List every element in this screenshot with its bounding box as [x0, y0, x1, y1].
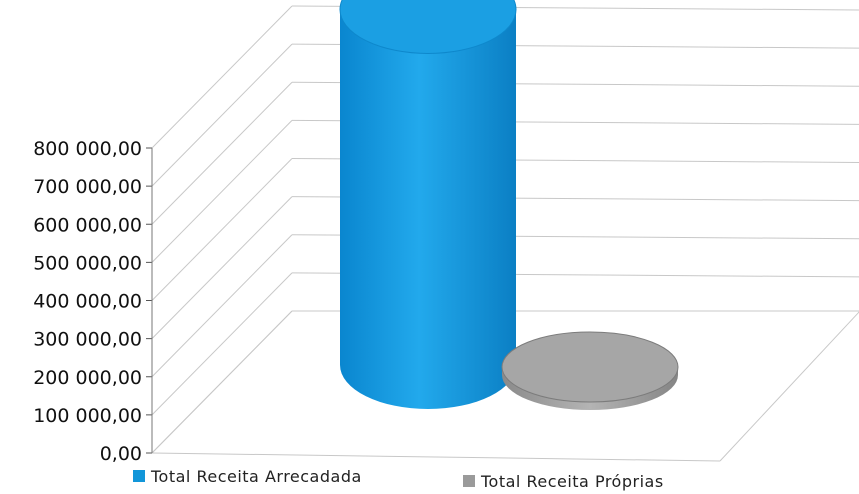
bar-0	[339, 0, 517, 409]
gridline-side	[151, 272, 293, 416]
bar-body	[340, 9, 516, 409]
legend-label: Total Receita Próprias	[480, 472, 664, 491]
floor-front-edge	[151, 452, 721, 462]
y-tick-label: 700 000,00	[33, 176, 142, 198]
y-tick-label: 200 000,00	[33, 367, 142, 389]
gridline-side	[151, 234, 293, 378]
gridline-side	[151, 120, 293, 263]
legend: Total Receita Arrecadada Total Receita Pr…	[133, 467, 664, 491]
y-tick-label: 500 000,00	[33, 252, 142, 274]
y-tick-label: 300 000,00	[33, 329, 142, 351]
gridline-side	[151, 43, 293, 187]
y-tick-label: 400 000,00	[33, 291, 142, 313]
gridline-side	[151, 5, 293, 149]
gridline-side	[151, 158, 293, 301]
bars	[339, 0, 679, 410]
gridline-side	[151, 196, 293, 339]
bar-top	[501, 331, 679, 403]
y-tick-label: 600 000,00	[33, 214, 142, 236]
legend-swatch	[133, 470, 145, 482]
legend-label: Total Receita Arrecadada	[150, 467, 362, 486]
legend-item-0: Total Receita Arrecadada	[133, 467, 362, 486]
y-tick-label: 800 000,00	[33, 138, 142, 160]
floor-right-edge	[719, 311, 859, 462]
gridline-side	[151, 81, 293, 225]
y-tick-label: 100 000,00	[33, 405, 142, 427]
bar-1	[501, 331, 679, 410]
legend-swatch	[463, 475, 475, 487]
y-axis: 0,00 100 000,00 200 000,00 300 000,00 400 00…	[33, 138, 153, 465]
bar-top	[339, 0, 517, 54]
y-tick-label: 0,00	[100, 443, 142, 465]
gridline-side	[151, 310, 293, 454]
legend-item-1: Total Receita Próprias	[463, 472, 664, 491]
